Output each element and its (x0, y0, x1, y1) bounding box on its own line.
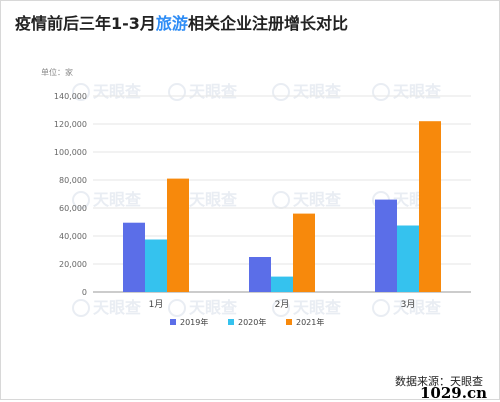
legend-swatch (228, 319, 234, 325)
bar-2019年-2月 (249, 257, 271, 292)
watermark-text: 天眼查 (189, 82, 237, 101)
watermark-text: 天眼查 (293, 82, 341, 101)
unit-label: 单位：家 (41, 67, 73, 77)
y-tick-label: 100,000 (54, 148, 87, 157)
y-tick-label: 20,000 (59, 260, 87, 269)
y-tick-label: 0 (82, 288, 87, 297)
bar-2021年-3月 (419, 121, 441, 292)
legend-swatch (286, 319, 292, 325)
bar-2020年-3月 (397, 225, 419, 292)
watermark-eye-logo-icon (272, 299, 290, 317)
x-tick-label: 2月 (275, 299, 290, 310)
legend-entry: 2019年 (180, 317, 208, 327)
x-tick-label: 3月 (401, 299, 416, 310)
data-source: 数据来源：天眼查 (395, 375, 483, 388)
bar-2020年-2月 (271, 276, 293, 292)
y-tick-label: 80,000 (59, 176, 87, 185)
y-tick-label: 140,000 (54, 92, 87, 101)
watermark-text: 天眼查 (93, 82, 141, 101)
watermark-text: 天眼查 (189, 190, 237, 209)
bar-2021年-1月 (167, 178, 189, 292)
watermark-text: 天眼查 (293, 190, 341, 209)
watermark-eye-logo-icon (168, 299, 186, 317)
watermark-eye-logo-icon (168, 83, 186, 101)
watermark-eye-logo-icon (272, 191, 290, 209)
watermark-text: 天眼查 (189, 298, 237, 317)
watermark-text: 天眼查 (393, 82, 441, 101)
legend-swatch (170, 319, 176, 325)
watermark-eye-logo-icon (372, 299, 390, 317)
watermark-eye-logo-icon (72, 191, 90, 209)
watermark-text: 天眼查 (393, 298, 441, 317)
watermark-text: 天眼查 (93, 298, 141, 317)
bar-2020年-1月 (145, 239, 167, 292)
chart-title: 疫情前后三年1-3月旅游相关企业注册增长对比 (15, 10, 348, 34)
watermark-text: 天眼查 (293, 298, 341, 317)
watermark-text: 天眼查 (93, 190, 141, 209)
x-tick-label: 1月 (149, 299, 164, 310)
legend-entry: 2021年 (296, 317, 324, 327)
bar-2019年-1月 (123, 222, 145, 292)
title-highlight: 旅游 (155, 14, 188, 33)
watermark-eye-logo-icon (272, 83, 290, 101)
watermark-eye-logo-icon (72, 83, 90, 101)
site-brand: 1029.cn (419, 384, 487, 402)
watermark-eye-logo-icon (72, 299, 90, 317)
y-tick-label: 60,000 (59, 204, 87, 213)
bar-2021年-2月 (293, 213, 315, 292)
title-suffix: 相关企业注册增长对比 (187, 14, 348, 33)
y-tick-label: 40,000 (59, 232, 87, 241)
watermark-eye-logo-icon (372, 83, 390, 101)
bar-2019年-3月 (375, 199, 397, 292)
y-tick-label: 120,000 (54, 120, 87, 129)
title-prefix: 疫情前后三年1-3月 (15, 14, 156, 33)
legend-entry: 2020年 (238, 317, 266, 327)
